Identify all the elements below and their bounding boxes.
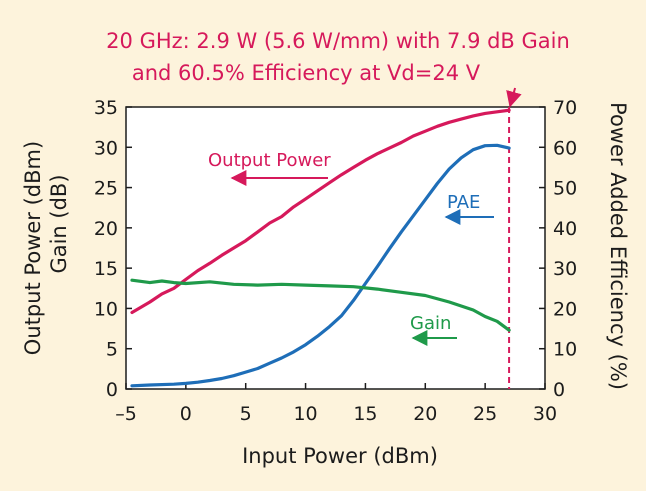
- x-tick-label: 10: [293, 403, 317, 425]
- right-y-axis-label: Power Added Efficiency (%): [606, 102, 630, 390]
- x-tick-label: 5: [240, 403, 252, 425]
- annotation-gain: Gain: [410, 313, 451, 334]
- left-y-tick-label: 0: [106, 379, 118, 401]
- left-y-tick-label: 10: [94, 298, 118, 320]
- right-y-tick-label: 10: [553, 339, 577, 361]
- right-y-axis-ticks: 0 10 20 30 40 50 60 70: [539, 97, 577, 401]
- plot-area: [125, 106, 546, 390]
- left-y-axis-label-line-1: Output Power (dBm): [21, 141, 45, 355]
- series-line-output-power: [130, 108, 511, 315]
- x-tick-label: 25: [473, 403, 497, 425]
- annotation-pae: PAE: [447, 192, 480, 213]
- left-y-tick-label: 5: [106, 339, 118, 361]
- chart-title-line-2: and 60.5% Efficiency at Vd=24 V: [132, 61, 481, 85]
- left-y-tick-label: 35: [94, 97, 118, 119]
- series-line-pae: [130, 143, 511, 388]
- x-tick-label: –5: [115, 403, 137, 425]
- right-y-tick-label: 60: [553, 137, 577, 159]
- x-tick-label: 15: [353, 403, 377, 425]
- right-y-tick-label: 70: [553, 97, 577, 119]
- x-tick-label: 0: [180, 403, 192, 425]
- left-y-axis-ticks: 0 5 10 15 20 25 30 35: [94, 97, 132, 401]
- x-tick-label: 30: [533, 403, 557, 425]
- series-lines: [130, 108, 511, 388]
- left-y-axis-label-line-2: Gain (dB): [47, 174, 71, 273]
- x-axis-ticks: –5 0 5 10 15 20 25 30: [115, 383, 557, 425]
- right-y-tick-label: 0: [553, 379, 565, 401]
- right-y-tick-label: 50: [553, 178, 577, 200]
- title-pointer-arrow: [506, 87, 522, 108]
- left-y-tick-label: 20: [94, 218, 118, 240]
- right-y-tick-label: 40: [553, 218, 577, 240]
- left-y-tick-label: 30: [94, 137, 118, 159]
- annotation-output-power: Output Power: [208, 150, 331, 171]
- chart-title-line-1: 20 GHz: 2.9 W (5.6 W/mm) with 7.9 dB Gai…: [106, 29, 570, 53]
- x-axis-label: Input Power (dBm): [242, 444, 438, 468]
- left-y-tick-label: 15: [94, 258, 118, 280]
- left-y-tick-label: 25: [94, 178, 118, 200]
- x-tick-label: 20: [413, 403, 437, 425]
- right-y-tick-label: 20: [553, 298, 577, 320]
- right-y-tick-label: 30: [553, 258, 577, 280]
- series-line-gain: [130, 278, 511, 332]
